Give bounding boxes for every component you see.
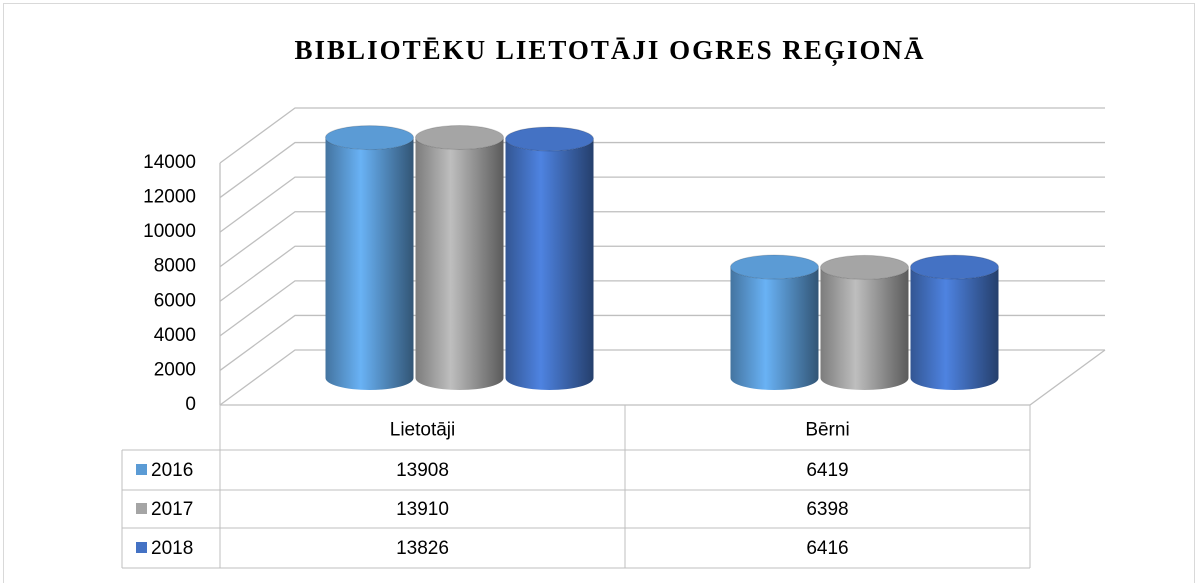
x-tick-label: Lietotāji <box>390 420 456 441</box>
legend-label: 2017 <box>151 499 193 520</box>
bar-top <box>730 254 819 280</box>
table-value: 6419 <box>806 460 848 481</box>
bar-body <box>505 139 594 390</box>
grid-line <box>219 245 1105 302</box>
table-value: 13826 <box>396 538 449 559</box>
legend-label: 2018 <box>151 538 193 559</box>
bar-body <box>730 267 819 390</box>
y-tick-label: 12000 <box>143 187 196 208</box>
bar <box>505 126 594 390</box>
x-tick-label: Bērni <box>805 420 849 441</box>
y-tick-label: 2000 <box>154 359 196 380</box>
y-tick-label: 0 <box>185 394 196 415</box>
bar-top <box>415 125 504 151</box>
bar-top <box>820 254 909 280</box>
bar-body <box>325 137 414 390</box>
bar-body <box>910 267 999 390</box>
grid-line <box>219 211 1105 268</box>
grid-line <box>219 107 1105 164</box>
grid-line <box>219 141 1105 199</box>
bar <box>325 125 414 390</box>
legend-swatch <box>136 464 147 475</box>
legend-swatch <box>136 503 147 514</box>
y-tick-label: 14000 <box>143 152 196 173</box>
bar <box>820 254 909 390</box>
bar <box>910 254 999 390</box>
table-value: 6416 <box>806 538 848 559</box>
floor-edge <box>1029 349 1106 406</box>
legend-swatch <box>136 542 147 553</box>
bar-body <box>820 267 909 390</box>
bar-body <box>415 137 504 390</box>
table-value: 6398 <box>806 499 848 520</box>
y-tick-label: 10000 <box>143 221 196 242</box>
y-tick-label: 8000 <box>154 256 196 277</box>
bar-top <box>505 126 594 152</box>
table-value: 13908 <box>396 460 449 481</box>
grid-line <box>219 176 1105 233</box>
y-tick-label: 6000 <box>154 290 196 311</box>
bar <box>730 254 819 390</box>
chart-border <box>3 3 1195 583</box>
bar-top <box>910 254 999 280</box>
table-value: 13910 <box>396 499 449 520</box>
bar-top <box>325 125 414 151</box>
legend-label: 2016 <box>151 460 193 481</box>
bar <box>415 125 504 390</box>
chart-title: BIBLIOTĒKU LIETOTĀJI OGRES REĢIONĀ <box>295 35 926 66</box>
y-tick-label: 4000 <box>154 325 196 346</box>
